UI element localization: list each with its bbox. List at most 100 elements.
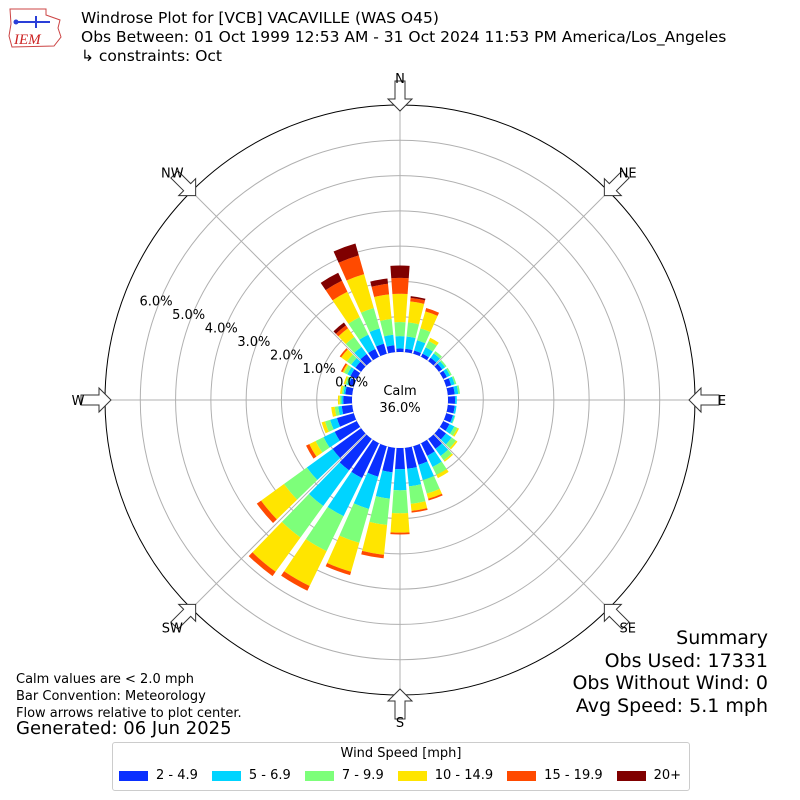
windrose-bar-segment — [351, 439, 380, 479]
windrose-bar-segment — [393, 468, 407, 491]
windrose-bar-segment — [437, 361, 446, 370]
direction-label: N — [395, 72, 405, 87]
radial-tick-label: 2.0% — [270, 349, 303, 364]
windrose-bar-segment — [445, 424, 455, 434]
windrose-bar-segment — [449, 440, 458, 450]
windrose-bar-segment — [334, 406, 340, 416]
windrose-bar-segment — [428, 337, 439, 346]
windrose-bar-segment — [404, 348, 413, 354]
windrose-bar-segment — [440, 433, 452, 445]
windrose-bar-segment — [410, 297, 426, 304]
windrose-bar-segment — [436, 468, 449, 479]
windrose-bar-segment — [420, 353, 429, 361]
grid-spoke — [433, 191, 609, 367]
windrose-bar-segment — [413, 443, 428, 465]
windrose-bar-segment — [456, 385, 461, 394]
windrose-bar-segment — [411, 508, 428, 513]
direction-arrow — [170, 603, 197, 630]
radial-tick-label: 5.0% — [172, 308, 205, 323]
windrose-bar-segment — [370, 278, 388, 287]
windrose-bar-segment — [374, 294, 392, 321]
legend-swatch — [616, 770, 646, 781]
windrose-bar-segment — [391, 277, 409, 295]
legend: Wind Speed [mph] 2 - 4.9 5 - 6.9 7 - 9.9 10… — [112, 742, 690, 791]
windrose-bar-segment — [408, 301, 425, 325]
windrose-bar-segment — [406, 322, 420, 339]
windrose-bar-segment — [450, 415, 455, 424]
windrose-bar-segment — [451, 376, 457, 385]
direction-label: NW — [161, 166, 184, 181]
windrose-bar-segment — [440, 449, 452, 461]
windrose-bar-segment — [309, 441, 323, 457]
svg-text:IEM: IEM — [13, 32, 42, 48]
windrose-bar-segment — [427, 451, 442, 467]
grid-spoke — [191, 191, 367, 367]
bar-convention-note: Bar Convention: Meteorology — [16, 689, 206, 704]
windrose-bar-segment — [439, 370, 447, 380]
windrose-bar-segment — [256, 500, 277, 524]
windrose-bar-segment — [343, 395, 353, 405]
calm-label: Calm — [383, 384, 416, 399]
windrose-bar-segment — [390, 265, 410, 279]
windrose-bar-segment — [367, 443, 387, 477]
windrose-bar-segment — [448, 376, 455, 386]
windrose-bar-segment — [331, 406, 337, 417]
windrose-bar-segment — [443, 368, 451, 378]
windrose-bar-segment — [371, 283, 390, 297]
windrose-bar-segment — [359, 334, 376, 353]
legend-item: 20+ — [616, 768, 681, 783]
windrose-bar-segment — [338, 255, 365, 281]
windrose-bar-segment — [281, 571, 310, 591]
direction-arrow — [603, 603, 630, 630]
windrose-bar-segment — [384, 334, 395, 347]
windrose-bar-segment — [283, 467, 318, 500]
windrose-bar-segment — [420, 311, 438, 333]
windrose-bar-segment — [392, 293, 408, 323]
windrose-bar-segment — [348, 378, 357, 387]
windrose-bar-segment — [337, 395, 340, 405]
windrose-bar-segment — [335, 325, 349, 337]
direction-label: W — [72, 394, 85, 409]
windrose-bar-segment — [345, 336, 362, 353]
windrose-bar-segment — [391, 490, 409, 514]
windrose-bar-segment — [341, 395, 344, 405]
windrose-bar-segment — [396, 348, 404, 353]
windrose-bar-segment — [248, 552, 276, 577]
legend-label: 10 - 14.9 — [434, 768, 494, 783]
windrose-bar-segment — [306, 444, 317, 459]
calm-disk — [352, 352, 448, 448]
windrose-bar-segment — [323, 431, 340, 448]
windrose-bar-segment — [347, 367, 355, 376]
legend-item: 10 - 14.9 — [397, 768, 494, 783]
windrose-bar-segment — [353, 472, 379, 509]
windrose-bar-segment — [454, 395, 457, 405]
direction-label: NE — [619, 166, 637, 181]
windrose-bar-segment — [339, 395, 342, 405]
windrose-bar-segment — [284, 539, 327, 587]
windrose-bar-segment — [453, 405, 457, 414]
calm-note: Calm values are < 2.0 mph — [16, 672, 195, 687]
windrose-bars — [248, 243, 461, 591]
windrose-bar-segment — [305, 506, 344, 552]
direction-arrows — [80, 80, 720, 720]
legend-title: Wind Speed [mph] — [340, 746, 462, 761]
windrose-bar-segment — [428, 357, 437, 366]
chart-title: Windrose Plot for [VCB] VACAVILLE (WAS O… — [81, 9, 726, 66]
windrose-bar-segment — [369, 328, 384, 347]
windrose-bar-segment — [333, 243, 359, 263]
windrose-bar-segment — [345, 376, 350, 385]
windrose-bar-segment — [390, 512, 410, 533]
iem-logo: IEM — [8, 8, 62, 48]
direction-arrow — [386, 688, 414, 720]
direction-arrow — [170, 170, 197, 197]
windrose-bar-segment — [449, 426, 458, 436]
windrose-bar-segment — [333, 322, 346, 334]
windrose-bar-segment — [342, 364, 349, 373]
legend-item: 5 - 6.9 — [211, 768, 291, 783]
windrose-bar-segment — [420, 439, 435, 456]
title-station: Windrose Plot for [VCB] VACAVILLE (WAS O… — [81, 9, 439, 27]
windrose-bar-segment — [369, 496, 390, 525]
windrose-bar-segment — [425, 308, 440, 316]
direction-arrow — [386, 80, 414, 112]
